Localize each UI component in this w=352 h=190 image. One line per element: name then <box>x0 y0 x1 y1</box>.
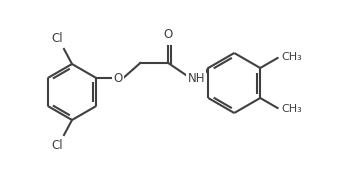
Text: Cl: Cl <box>51 32 63 45</box>
Text: CH₃: CH₃ <box>281 52 302 62</box>
Text: Cl: Cl <box>51 139 63 152</box>
Text: O: O <box>114 71 123 85</box>
Text: CH₃: CH₃ <box>281 104 302 114</box>
Text: O: O <box>164 28 173 41</box>
Text: NH: NH <box>188 71 205 85</box>
